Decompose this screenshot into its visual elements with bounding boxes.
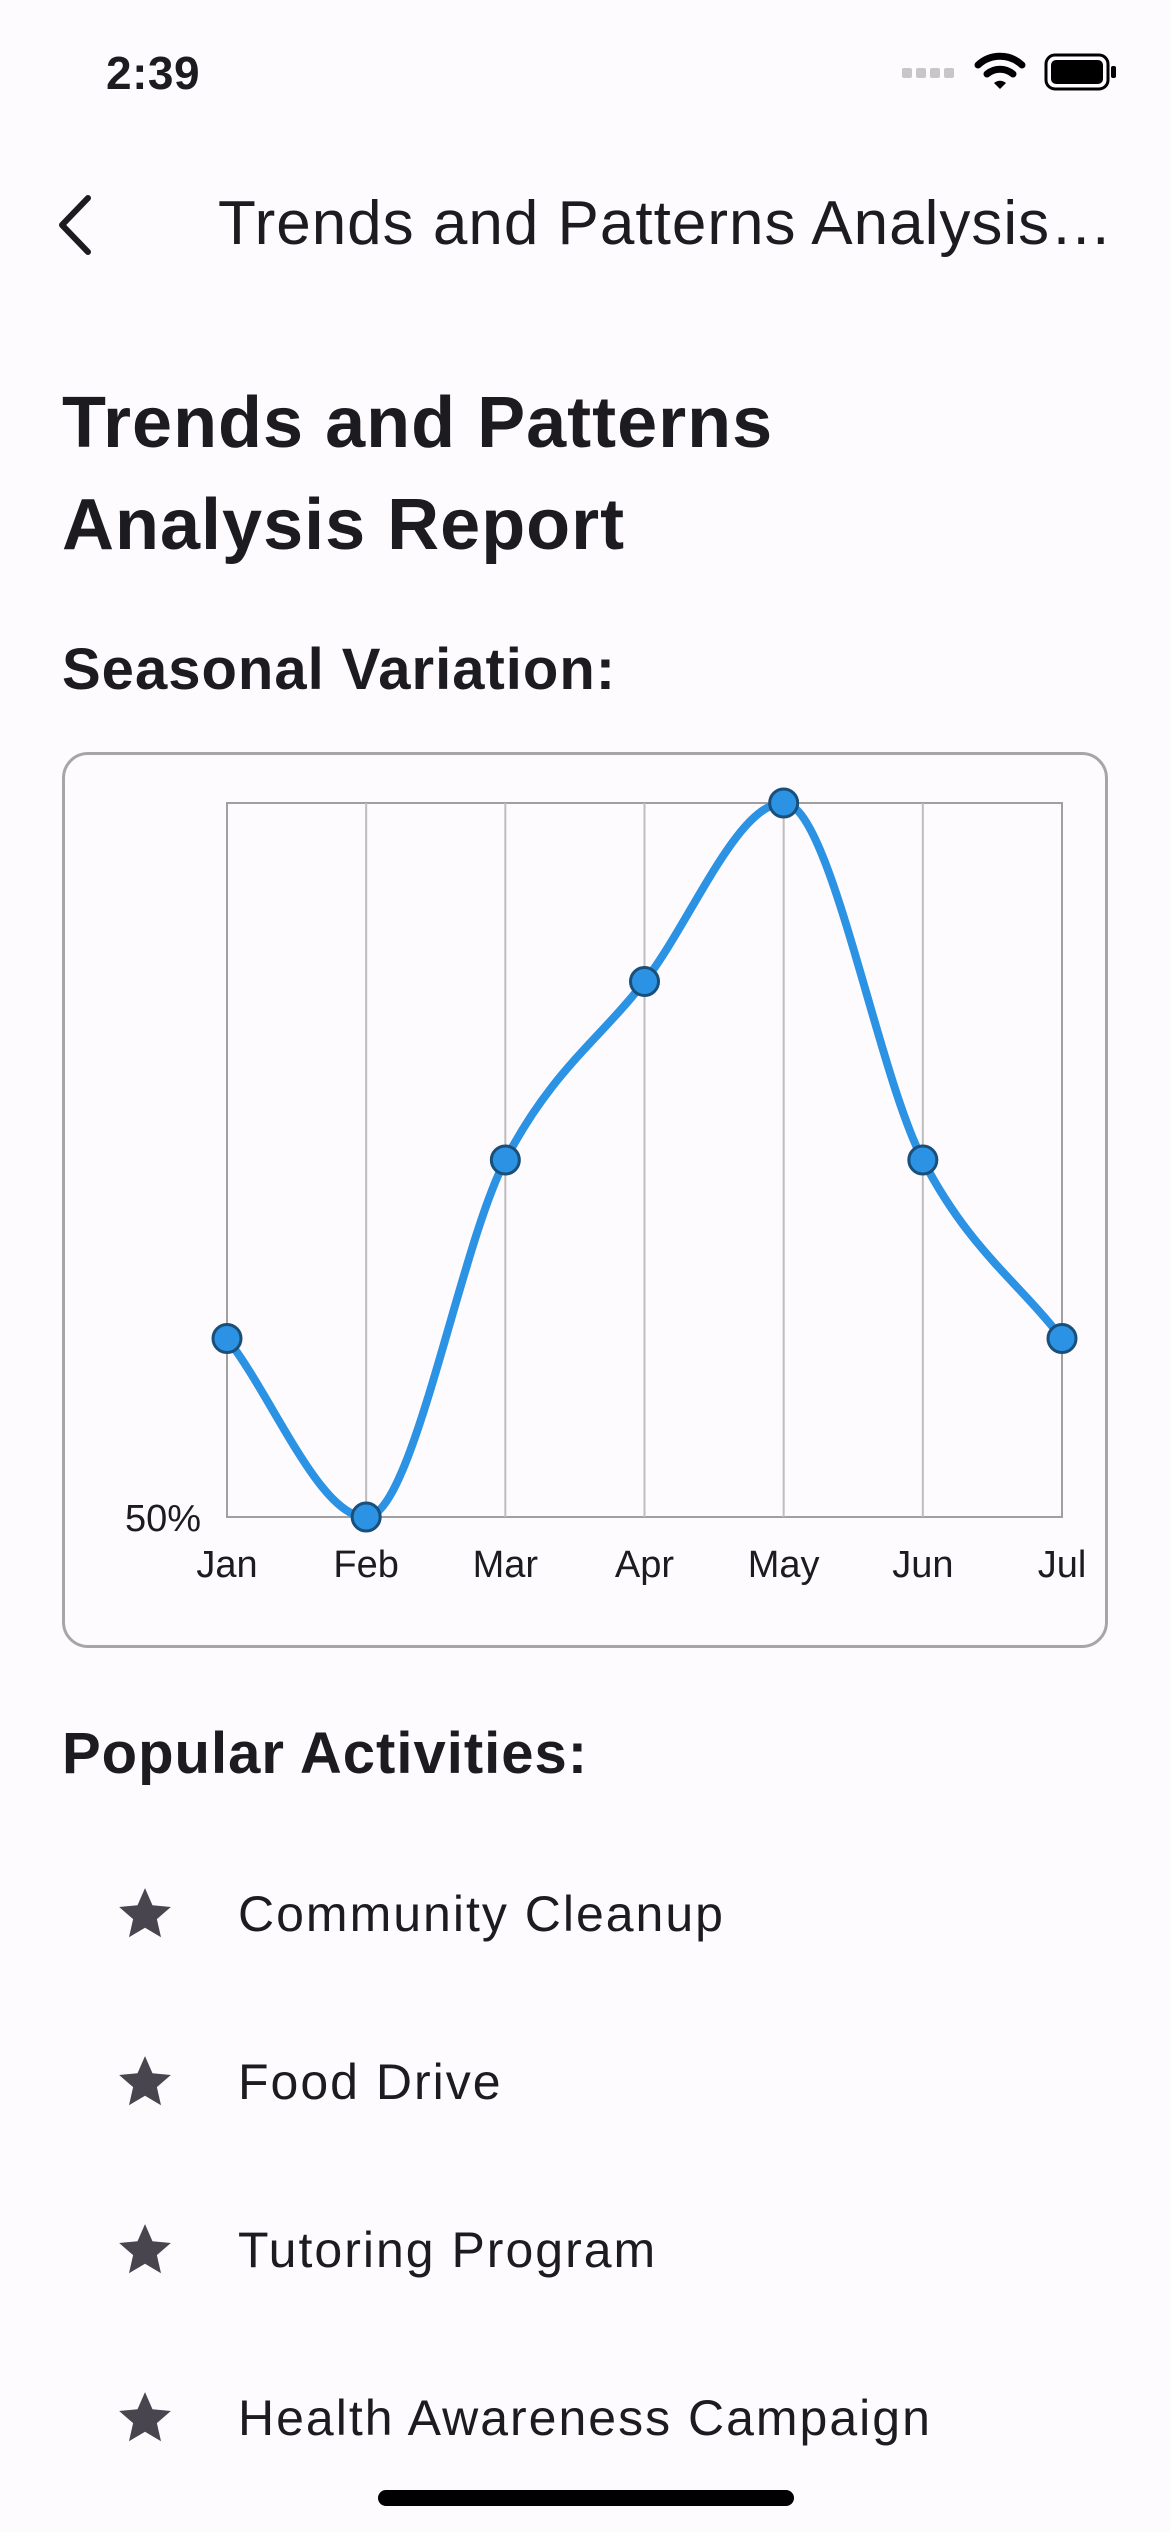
x-tick-label: Apr	[615, 1544, 674, 1586]
data-point	[211, 1323, 243, 1354]
data-point	[629, 966, 660, 997]
activity-item: Food Drive	[112, 2032, 503, 2132]
y-tick-label: 50%	[125, 1498, 201, 1540]
signal-icon	[902, 68, 954, 78]
star-icon	[112, 2049, 178, 2115]
seasonal-variation-heading: Seasonal Variation:	[62, 637, 617, 702]
page-title: Trends and Patterns Analysis Report	[62, 383, 774, 565]
data-point	[350, 1501, 382, 1533]
popular-activities-heading: Popular Activities:	[62, 1721, 589, 1786]
wifi-icon	[974, 52, 1026, 89]
data-point	[489, 1144, 521, 1176]
data-point	[1046, 1323, 1078, 1354]
x-tick-label: Jun	[892, 1544, 953, 1586]
data-point	[907, 1144, 939, 1176]
activity-item: Health Awareness Campaign	[112, 2368, 932, 2468]
x-tick-label: Mar	[473, 1544, 539, 1586]
status-time: 2:39	[106, 47, 201, 99]
status-bar: 2:39	[0, 0, 1170, 150]
line-chart: Jan Feb Mar Apr May Jun Jul 50%	[125, 787, 1087, 1586]
x-tick-label: May	[748, 1544, 820, 1586]
activity-label: Food Drive	[238, 2054, 503, 2110]
activity-label: Health Awareness Campaign	[238, 2390, 932, 2446]
activity-item: Tutoring Program	[112, 2200, 657, 2300]
back-button[interactable]	[30, 180, 120, 270]
star-icon	[112, 2385, 178, 2451]
x-tick-label: Jan	[196, 1544, 257, 1586]
data-point	[768, 787, 800, 819]
x-tick-label: Feb	[333, 1544, 398, 1586]
seasonal-variation-chart: Jan Feb Mar Apr May Jun Jul 50%	[62, 752, 1108, 1648]
activity-item: Community Cleanup	[112, 1864, 725, 1964]
home-indicator	[378, 2490, 794, 2506]
activity-label: Community Cleanup	[238, 1886, 725, 1942]
app-bar: Trends and Patterns Analysis Report	[0, 150, 1170, 300]
star-icon	[112, 2217, 178, 2283]
status-icons	[902, 52, 1118, 92]
activity-label: Tutoring Program	[238, 2222, 658, 2278]
battery-icon	[1044, 53, 1116, 91]
x-tick-label: Jul	[1038, 1544, 1087, 1586]
star-icon	[112, 1881, 178, 1947]
app-bar-title: Trends and Patterns Analysis Report	[218, 189, 1118, 258]
chevron-left-icon	[59, 195, 91, 255]
